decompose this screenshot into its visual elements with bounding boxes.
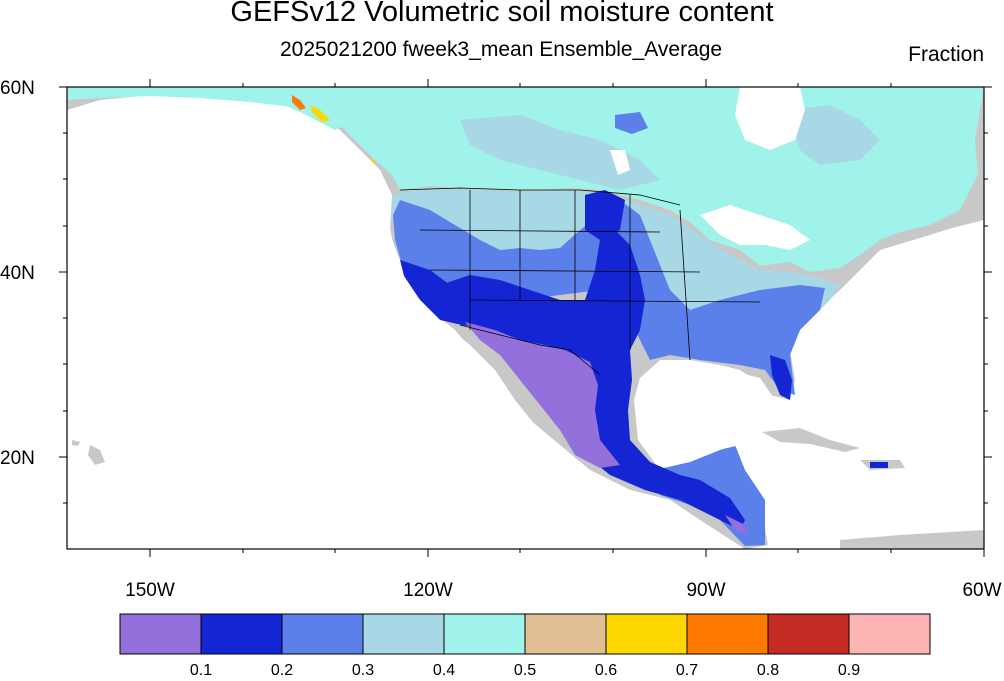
- map-subtitle: 2025021200 fweek3_mean Ensemble_Average: [280, 38, 723, 61]
- moderate-patch-canada: [460, 115, 660, 190]
- colorbar-label: 0.1: [190, 662, 212, 679]
- dry-region-west: [393, 200, 825, 395]
- winnipeg-lake: [610, 150, 630, 175]
- atlantic-ocean: [795, 230, 984, 470]
- colorbar-swatch: [605, 613, 688, 655]
- lon-ticks: [149, 79, 985, 557]
- state-line-6: [419, 229, 661, 233]
- colorbar: 0.1 0.2 0.3 0.4 0.5 0.6 0.7 0.8 0.9: [119, 613, 931, 679]
- colorbar-swatch: [281, 613, 364, 655]
- lat-ticks: [59, 86, 992, 504]
- venezuela-coast: [840, 530, 984, 549]
- great-lakes: [700, 205, 810, 250]
- state-line-8: [469, 299, 761, 303]
- moderate-patch-ontario: [615, 112, 648, 134]
- colorbar-label: 0.4: [433, 662, 455, 679]
- colorbar-label: 0.3: [352, 662, 374, 679]
- soil-moisture-field: [67, 87, 984, 549]
- lon-label-60w: 60W: [962, 580, 1001, 601]
- state-line-5: [679, 209, 691, 361]
- lat-label-20n: 20N: [0, 448, 35, 469]
- colorbar-swatch: [848, 613, 931, 655]
- map-title: GEFSv12 Volumetric soil moisture content: [230, 0, 774, 28]
- moderate-patch-quebec: [790, 105, 880, 165]
- us-mexico-border: [459, 324, 601, 376]
- colorbar-label: 0.5: [514, 662, 536, 679]
- colorbar-label: 0.2: [271, 662, 293, 679]
- colorbar-swatch: [200, 613, 283, 655]
- lon-label-150w: 150W: [125, 580, 175, 601]
- colorbar-label: 0.8: [757, 662, 779, 679]
- very-dry-region-florida: [770, 355, 792, 400]
- puerto-rico: [870, 462, 888, 468]
- very-dry-region-nebraska: [585, 190, 625, 240]
- colorbar-label: 0.6: [595, 662, 617, 679]
- colorbar-label: 0.7: [676, 662, 698, 679]
- pacific-ocean: [67, 97, 740, 549]
- colorbar-swatch: [686, 613, 769, 655]
- lon-label-120w: 120W: [403, 580, 453, 601]
- colorbar-swatch: [767, 613, 850, 655]
- colorbar-swatch: [362, 613, 445, 655]
- colorbar-swatch: [119, 613, 202, 655]
- high-moisture-alaska: [292, 95, 306, 110]
- boundary-lines: [399, 187, 761, 376]
- lon-label-90w: 90W: [686, 580, 725, 601]
- high-moisture-alaska-2: [310, 105, 330, 122]
- lat-label-40n: 40N: [0, 263, 35, 284]
- state-line-7: [429, 269, 701, 273]
- driest-region-mexico: [465, 322, 620, 468]
- hawaii: [88, 445, 105, 465]
- hawaii-small: [72, 440, 80, 446]
- driest-region-south: [725, 515, 748, 535]
- colorbar-swatch: [443, 613, 526, 655]
- lat-label-60n: 60N: [0, 78, 35, 99]
- hudson-bay: [735, 87, 805, 150]
- us-canada-border: [399, 187, 681, 206]
- colorbar-swatch: [524, 613, 607, 655]
- units-label: Fraction: [908, 43, 984, 66]
- cuba: [762, 428, 860, 452]
- colorbar-label: 0.9: [838, 662, 860, 679]
- gulf-of-mexico: [638, 368, 775, 458]
- caribbean-sea: [770, 445, 984, 549]
